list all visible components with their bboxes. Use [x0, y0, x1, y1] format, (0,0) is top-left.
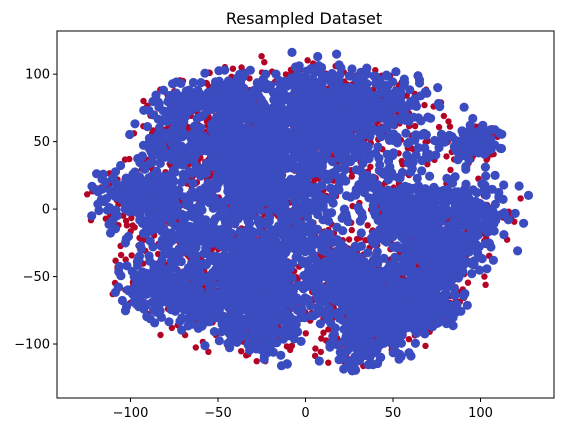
point-class-0 [168, 324, 176, 332]
point-class-0 [282, 71, 290, 78]
point-class-0 [320, 329, 327, 336]
point-class-1 [196, 78, 206, 88]
point-class-1 [420, 329, 430, 339]
point-class-0 [304, 57, 311, 64]
point-class-1 [121, 234, 131, 244]
point-class-0 [399, 160, 406, 167]
point-class-0 [325, 359, 332, 366]
point-class-0 [317, 348, 324, 356]
point-class-0 [464, 279, 472, 286]
point-class-0 [117, 251, 125, 259]
point-class-0 [422, 342, 429, 350]
point-class-1 [313, 51, 323, 62]
point-class-1 [412, 173, 422, 183]
point-class-0 [302, 330, 309, 337]
point-class-0 [447, 166, 454, 174]
point-class-0 [364, 222, 371, 229]
point-class-0 [112, 257, 119, 264]
point-class-0 [348, 226, 355, 234]
point-class-0 [367, 163, 374, 170]
point-class-1 [199, 131, 209, 141]
point-class-0 [126, 155, 133, 163]
point-class-0 [140, 97, 147, 105]
point-class-0 [440, 112, 448, 120]
point-class-1 [417, 166, 427, 176]
point-class-1 [235, 227, 245, 237]
point-class-0 [154, 250, 162, 258]
point-class-0 [123, 222, 131, 229]
point-class-1 [347, 64, 357, 74]
point-class-0 [312, 345, 319, 352]
point-class-1 [105, 228, 116, 238]
point-class-0 [238, 348, 245, 355]
point-class-0 [192, 344, 199, 351]
point-class-0 [446, 123, 454, 130]
point-class-0 [129, 222, 136, 229]
point-class-0 [229, 65, 237, 72]
point-class-1 [315, 319, 325, 329]
point-class-1 [406, 167, 416, 177]
point-class-0 [481, 273, 488, 280]
point-class-1 [328, 198, 338, 208]
chart-title: Resampled Dataset [226, 9, 382, 28]
point-class-0 [318, 335, 325, 342]
point-class-0 [128, 252, 135, 259]
point-class-0 [122, 256, 129, 263]
point-class-1 [276, 350, 286, 360]
point-class-0 [258, 53, 265, 60]
point-class-0 [157, 331, 164, 339]
point-class-1 [314, 356, 324, 366]
point-class-0 [253, 358, 260, 365]
point-class-0 [411, 122, 419, 130]
point-class-0 [421, 101, 428, 109]
points-layer [84, 47, 534, 376]
point-class-1 [358, 158, 368, 168]
point-class-0 [287, 346, 294, 354]
point-class-1 [196, 277, 206, 287]
point-class-0 [482, 281, 489, 288]
point-class-1 [374, 165, 384, 176]
point-class-0 [205, 348, 212, 355]
point-class-0 [345, 236, 353, 243]
point-class-1 [514, 181, 524, 191]
point-class-0 [405, 336, 413, 343]
point-class-0 [445, 118, 452, 125]
point-class-1 [436, 129, 447, 139]
point-class-0 [325, 326, 332, 333]
point-class-1 [200, 341, 210, 351]
point-class-1 [92, 169, 102, 179]
point-class-0 [435, 123, 443, 131]
point-class-1 [523, 190, 534, 200]
point-class-0 [443, 153, 450, 160]
point-class-0 [348, 173, 355, 180]
point-class-1 [356, 228, 366, 238]
point-class-1 [144, 251, 154, 261]
point-class-0 [517, 195, 524, 202]
point-class-0 [84, 191, 91, 198]
point-class-1 [465, 120, 475, 130]
point-class-0 [261, 59, 268, 66]
point-class-1 [116, 271, 126, 281]
point-class-1 [338, 226, 348, 236]
point-class-1 [122, 261, 132, 271]
point-class-1 [255, 227, 265, 237]
